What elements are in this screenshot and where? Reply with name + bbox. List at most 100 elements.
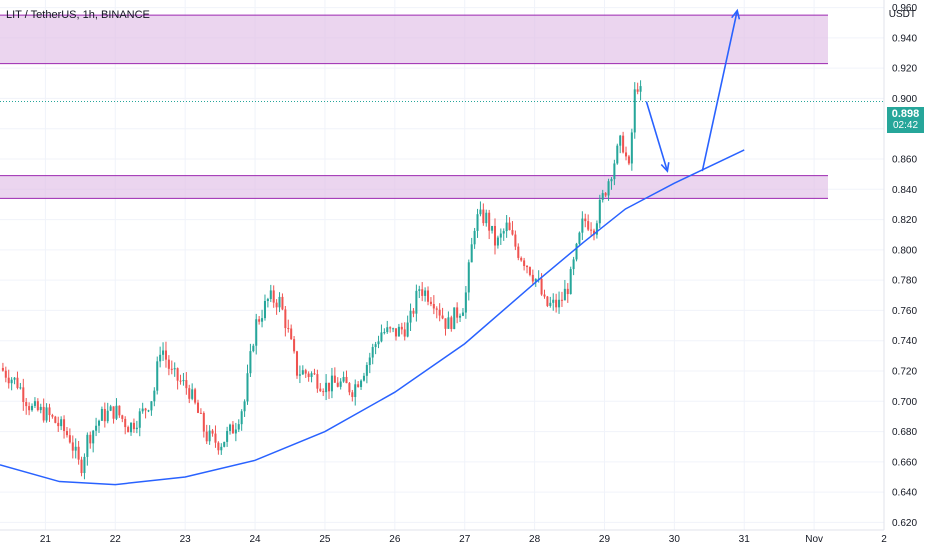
candle-body [54, 416, 57, 423]
y-tick-label: 0.800 [892, 245, 917, 256]
candle-body [438, 309, 441, 316]
candle-body [607, 181, 610, 196]
x-tick-label: 26 [389, 534, 401, 545]
candle-body [432, 303, 435, 309]
candle-body [304, 370, 307, 374]
candle-body [208, 430, 211, 442]
candle-body [159, 354, 162, 362]
candle-body [639, 86, 642, 92]
candle-body [616, 145, 619, 164]
candle-body [240, 411, 243, 425]
candle-body [377, 341, 380, 345]
candle-body [39, 406, 42, 411]
candle-body [179, 380, 182, 382]
candle-body [48, 407, 51, 416]
candle-body [482, 209, 485, 224]
candle-body [374, 344, 377, 348]
candle-body [429, 301, 432, 304]
candle-body [71, 442, 74, 451]
x-tick-label: 22 [110, 534, 122, 545]
candle-body [555, 299, 558, 308]
candle-body [560, 299, 563, 301]
candle-body [65, 430, 68, 436]
candle-body [33, 401, 36, 406]
x-tick-label: 31 [739, 534, 751, 545]
candle-body [406, 322, 409, 337]
candle-body [141, 408, 144, 412]
candle-body [435, 308, 438, 310]
candle-body [461, 312, 464, 316]
y-tick-label: 0.700 [892, 397, 917, 408]
candle-body [202, 413, 205, 432]
candle-body [150, 401, 153, 411]
candle-body [173, 368, 176, 370]
candle-body [590, 229, 593, 231]
projection-arrow-head [660, 162, 670, 173]
candle-body [45, 407, 48, 421]
candle-body [342, 376, 345, 382]
candle-body [459, 315, 462, 318]
candle-body [231, 424, 234, 434]
projection-arrow-line [645, 101, 669, 172]
x-tick-label: 30 [669, 534, 681, 545]
candle-body [322, 391, 325, 393]
candle-body [226, 430, 229, 442]
candle-body [563, 288, 566, 301]
candle-body [57, 422, 60, 427]
candle-body [7, 377, 10, 384]
candle-body [246, 373, 249, 402]
candle-body [36, 401, 39, 411]
candle-body [60, 419, 63, 427]
candle-body [100, 408, 103, 421]
candle-body [229, 424, 232, 431]
candle-body [185, 380, 188, 389]
candle-body [109, 406, 112, 411]
candle-body [630, 132, 633, 164]
candle-body [243, 401, 246, 412]
candle-body [587, 221, 590, 230]
candle-body [505, 222, 508, 232]
candle-body [196, 402, 200, 413]
candle-body [339, 381, 342, 387]
candle-body [604, 193, 607, 196]
candle-body [397, 326, 400, 337]
candle-body [86, 434, 89, 457]
candle-body [528, 267, 531, 275]
candle-body [103, 408, 106, 422]
candle-body [584, 218, 587, 222]
candle-body [453, 307, 456, 330]
candle-body [470, 244, 473, 263]
candle-body [488, 212, 491, 231]
candle-body [549, 302, 552, 306]
candle-body [552, 299, 555, 303]
projection-arrow-line [701, 10, 739, 172]
candle-body [520, 257, 523, 261]
candle-body [269, 290, 272, 300]
candle-body [261, 318, 264, 322]
candle-body [153, 390, 156, 402]
candle-body [211, 430, 214, 434]
candle-body [627, 156, 630, 164]
candle-body [214, 433, 217, 443]
candle-body [301, 370, 304, 375]
candle-body [164, 350, 167, 360]
candle-body [188, 388, 191, 399]
candle-body [19, 387, 22, 389]
candle-body [31, 405, 34, 411]
candle-body [354, 384, 357, 397]
candle-body [476, 214, 479, 231]
candle-body [263, 300, 266, 319]
last-price-tag: 0.898 02:42 [887, 107, 924, 133]
candle-body [357, 384, 360, 387]
candle-body [496, 237, 499, 246]
candle-body [383, 332, 386, 334]
candle-body [237, 424, 240, 430]
candle-body [409, 310, 412, 323]
candle-body [194, 389, 197, 403]
candle-body [345, 376, 348, 384]
candle-body [601, 193, 604, 200]
candle-body [51, 415, 54, 417]
candle-body [598, 199, 601, 224]
